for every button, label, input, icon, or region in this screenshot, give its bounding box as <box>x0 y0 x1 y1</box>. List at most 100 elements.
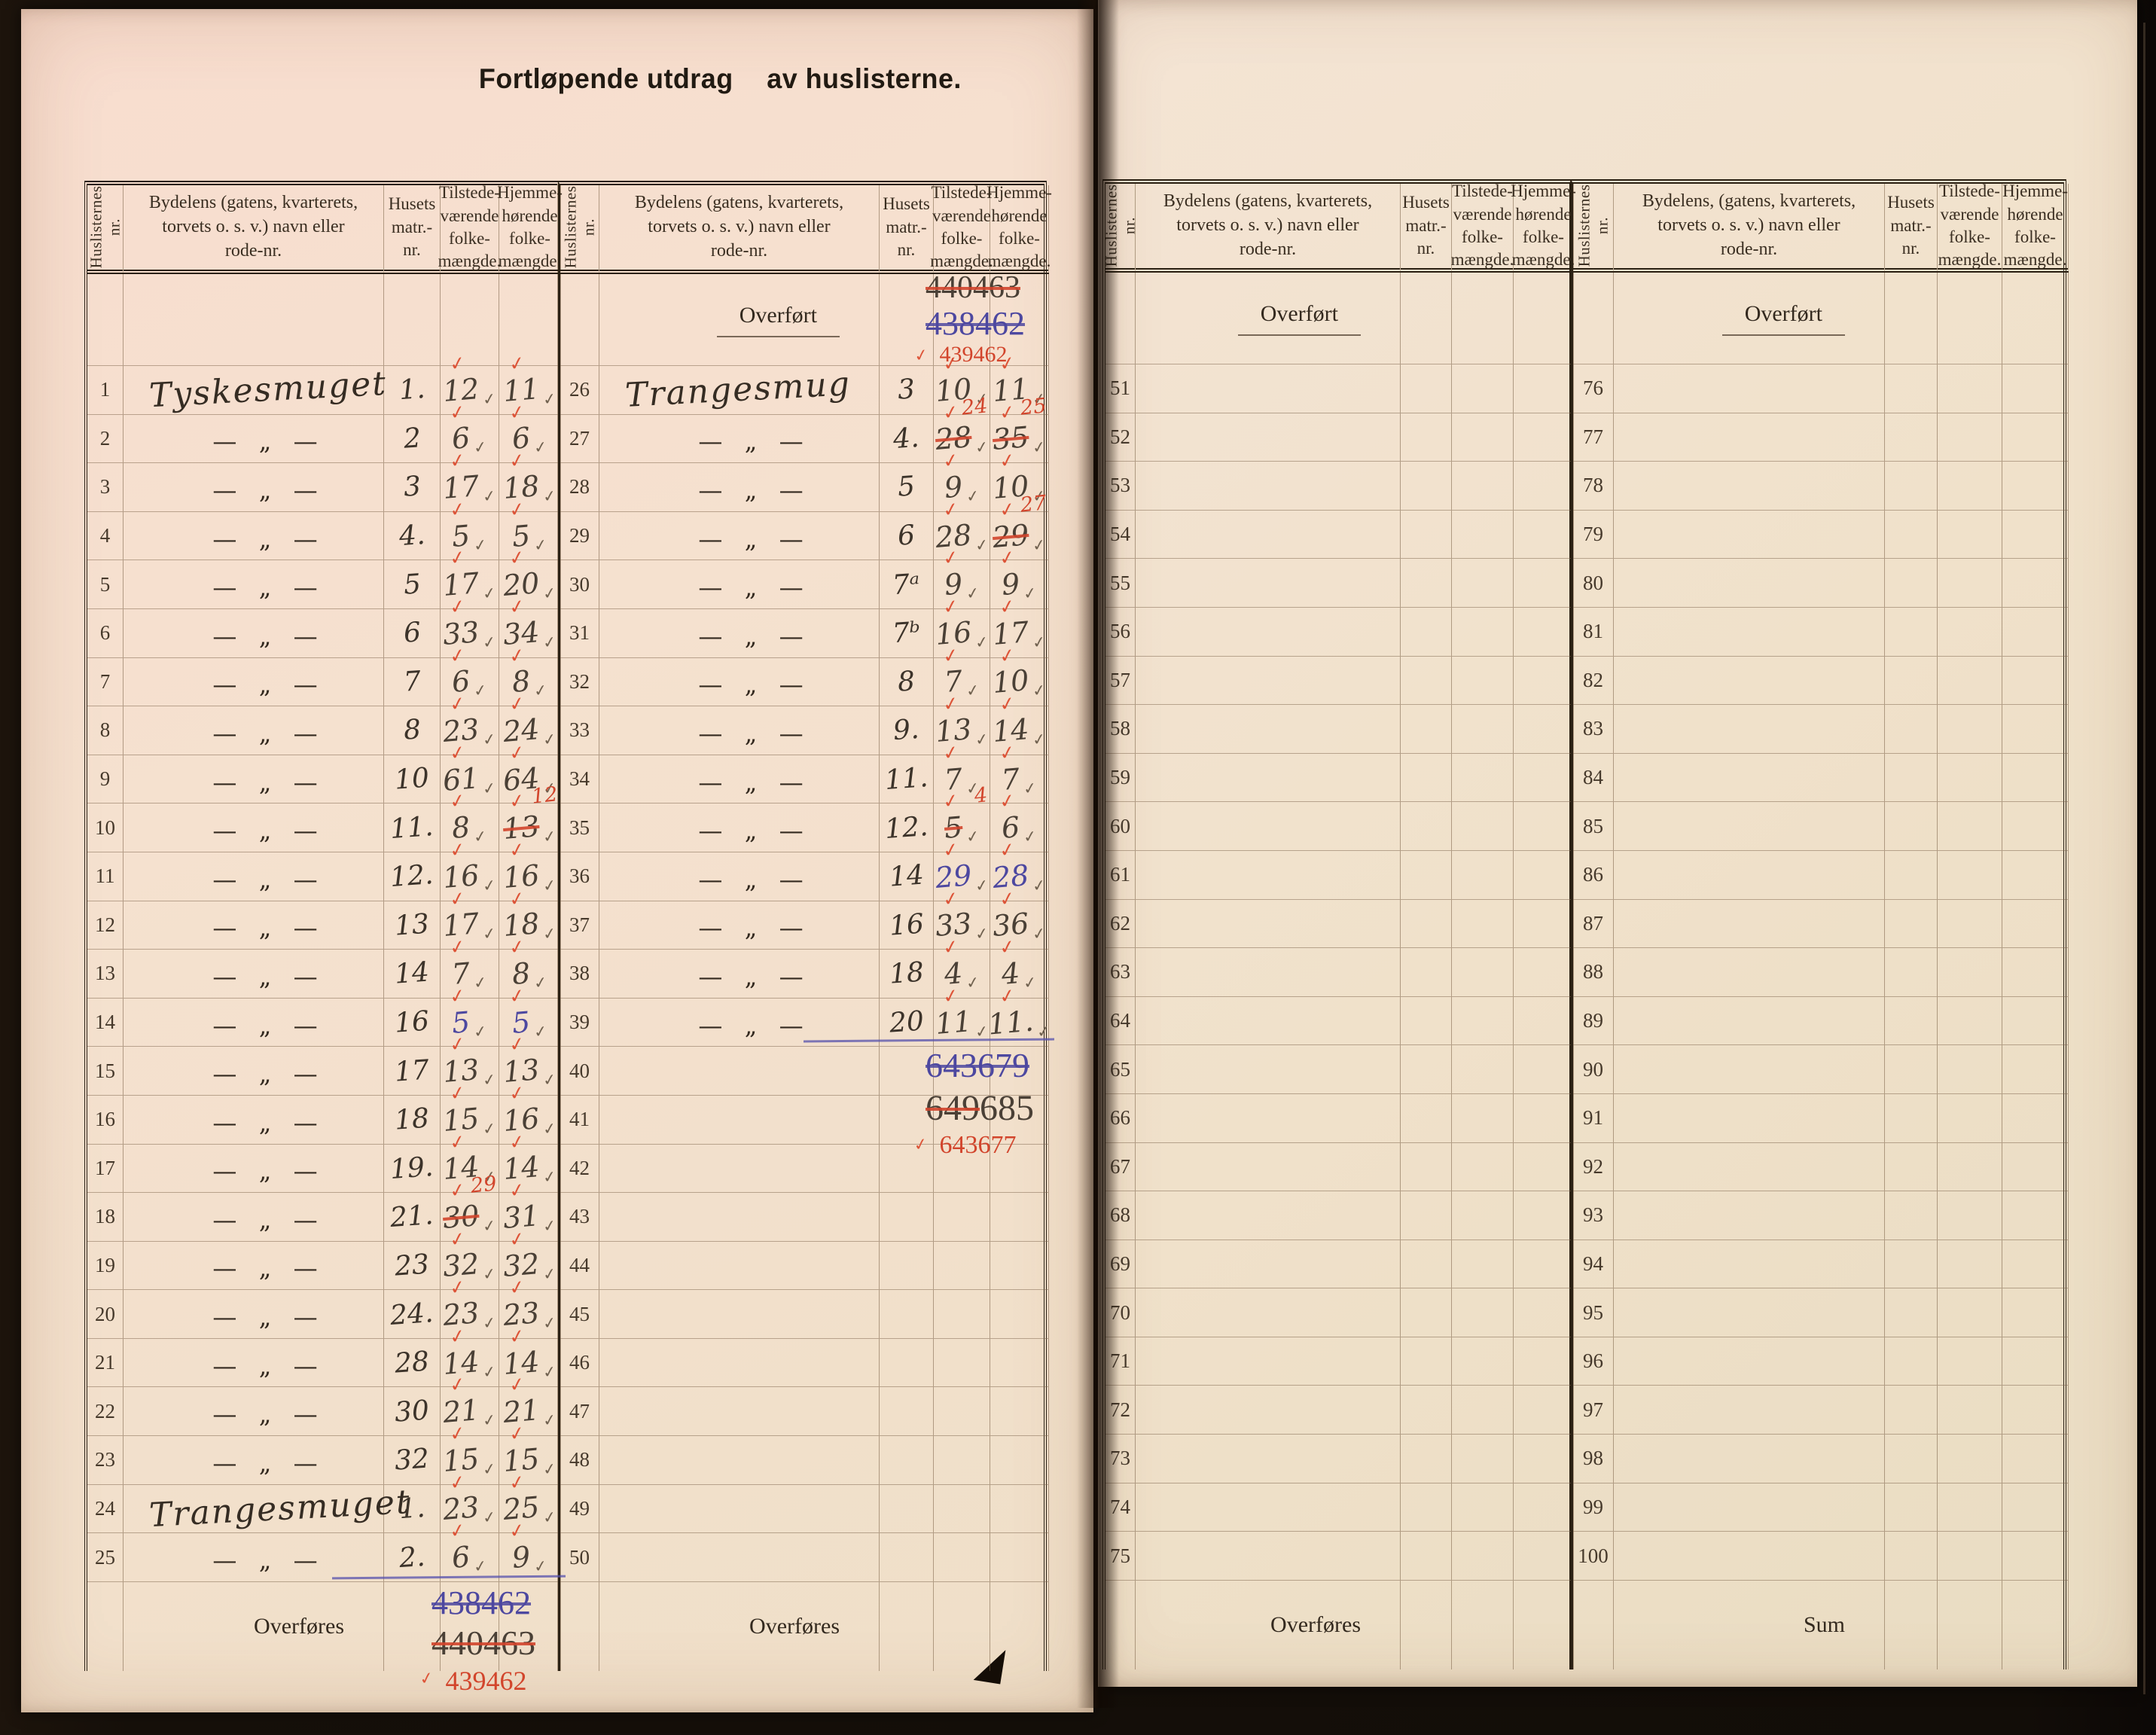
street-name-cell <box>1136 1191 1401 1240</box>
pencil-check-icon: ✓ <box>481 1313 498 1334</box>
tilstede-cell <box>1452 607 1514 657</box>
matr-nr-value: 4. <box>398 519 426 553</box>
tilstede-cell: ✓ 12 ✓ <box>441 351 499 415</box>
page-edge-highlight <box>2143 23 2145 1694</box>
tilstede-cell <box>1938 1532 2002 1581</box>
street-name-cell <box>1136 510 1401 560</box>
check-icon: ✓ <box>941 935 961 959</box>
hjemme-cell: ✓ 35 25 ✓ <box>990 394 1049 464</box>
column-header-hjemme: Hjemme- hørende folke- mængde. <box>1511 181 1576 273</box>
hjemme-cell: ✓ 13 ✓ <box>499 1032 561 1096</box>
row-number-cell: 12 <box>87 901 124 950</box>
column-header-husets-matr-nr: Husets matr.- nr. <box>1401 184 1452 273</box>
hjemme-cell <box>1514 705 1574 754</box>
tilstede-cell <box>1938 510 2002 560</box>
matr-nr-cell <box>1401 705 1452 754</box>
tilstede-cell <box>934 1290 990 1339</box>
street-name-cell <box>1614 948 1885 997</box>
matr-nr-cell: 10 <box>384 755 441 804</box>
matr-nr-cell <box>1401 462 1452 511</box>
row-number-cell: 9 <box>87 755 124 804</box>
matr-nr-cell <box>880 1095 934 1145</box>
table-group-rows-76-100: Huslisternes nr. Bydelens, (gatens, kvart… <box>1571 179 2069 1669</box>
matr-nr-cell <box>880 1484 934 1534</box>
street-name-cell: — „ — <box>599 950 880 999</box>
street-name-cell <box>1614 1483 1885 1532</box>
matr-nr-value: 23 <box>393 1249 431 1282</box>
matr-nr-cell <box>1885 1288 1938 1337</box>
street-name-cell <box>1614 510 1885 560</box>
pencil-check-icon: ✓ <box>532 1021 549 1041</box>
street-name-cell <box>1136 559 1401 608</box>
column-header-husets-matr-nr: Husets matr.- nr. <box>1885 184 1938 273</box>
street-name-cell: — „ — <box>124 998 384 1047</box>
pencil-check-icon: ✓ <box>472 1556 489 1577</box>
totals-tilstede-value: 643 <box>926 1046 977 1085</box>
tilstede-cell <box>934 1533 990 1582</box>
pencil-check-icon: ✓ <box>541 1508 558 1528</box>
matr-nr-cell <box>1885 1337 1938 1386</box>
matr-nr-value: 10 <box>393 762 431 796</box>
totals-tilstede-value: 643 <box>939 1131 978 1160</box>
tilstede-cell <box>1938 413 2002 462</box>
hjemme-cell: ✓ 8 ✓ <box>499 935 561 999</box>
column-header-tilstede: Tilstede- værende folke- mængde. <box>438 183 501 274</box>
hjemme-cell <box>1514 1337 1574 1386</box>
pencil-check-icon: ✓ <box>974 924 990 944</box>
row-number-cell: 24 <box>87 1484 124 1534</box>
street-name-cell: — „ — <box>599 560 880 609</box>
tilstede-cell <box>1452 510 1514 560</box>
matr-nr-cell <box>1885 753 1938 803</box>
matr-nr-value: 14 <box>393 956 431 990</box>
hjemme-cell <box>1514 607 1574 657</box>
hjemme-cell <box>1514 1045 1574 1094</box>
street-name-cell <box>599 1387 880 1437</box>
hjemme-cell: ✓ 6 ✓ <box>990 789 1049 852</box>
street-name: Trangesmuget <box>148 1482 412 1535</box>
street-name-cell <box>1614 1191 1885 1240</box>
tilstede-cell: ✓ 17 ✓ <box>441 449 499 512</box>
hjemme-cell <box>1514 1191 1574 1240</box>
totals-tilstede-value: 439 <box>939 342 974 367</box>
footer-hjemme-cell <box>1514 1580 1574 1669</box>
hjemme-cell <box>2002 705 2069 754</box>
hjemme-cell <box>2002 510 2069 560</box>
row-number-cell: 20 <box>87 1290 124 1339</box>
hjemme-cell <box>990 1290 1049 1339</box>
tilstede-cell <box>1938 1483 2002 1532</box>
tilstede-cell <box>1452 1191 1514 1240</box>
street-name-cell: — „ — <box>124 657 384 707</box>
ditto-mark: — „ — <box>698 427 806 456</box>
hjemme-cell <box>1514 899 1574 949</box>
tilstede-cell <box>1938 1191 2002 1240</box>
row-number-cell: 86 <box>1573 850 1614 900</box>
matr-nr-value: 5 <box>402 568 422 601</box>
tilstede-cell: ✓ 7 ✓ <box>441 935 499 999</box>
tilstede-cell <box>1452 656 1514 706</box>
matr-nr-value: 8 <box>402 714 422 747</box>
street-name-cell: — „ — <box>124 1144 384 1194</box>
footer-label: Overføres <box>749 1613 840 1639</box>
matr-nr-value: 7 <box>402 666 422 698</box>
column-header-huslisternes-nr-label: Huslisternes nr. <box>86 186 123 269</box>
column-header-hjemme: Hjemme- hørende folke- mængde. <box>2002 181 2069 273</box>
tilstede-cell: ✓ 7 ✓ <box>934 643 990 707</box>
tilstede-cell <box>1452 753 1514 803</box>
street-name-cell <box>1614 850 1885 900</box>
matr-nr-cell: 11. <box>384 803 441 852</box>
tilstede-cell <box>1938 1142 2002 1192</box>
hjemme-cell: ✓ 17 ✓ <box>990 594 1049 658</box>
row-number-cell: 80 <box>1573 559 1614 608</box>
totals-hjemme-value: 462 <box>975 305 1025 342</box>
tilstede-cell <box>1452 1386 1514 1435</box>
tilstede-cell <box>1452 1337 1514 1386</box>
matr-nr-cell <box>1401 850 1452 900</box>
matr-nr-cell <box>1885 607 1938 657</box>
tilstede-cell <box>1452 705 1514 754</box>
ditto-mark: — „ — <box>698 816 806 846</box>
matr-nr-cell <box>1401 1532 1452 1581</box>
street-name-cell: — „ — <box>599 657 880 707</box>
matr-nr-cell <box>1885 705 1938 754</box>
tilstede-cell: ✓ 8 ✓ <box>441 789 499 852</box>
footer-matr-cell <box>1401 1580 1452 1669</box>
